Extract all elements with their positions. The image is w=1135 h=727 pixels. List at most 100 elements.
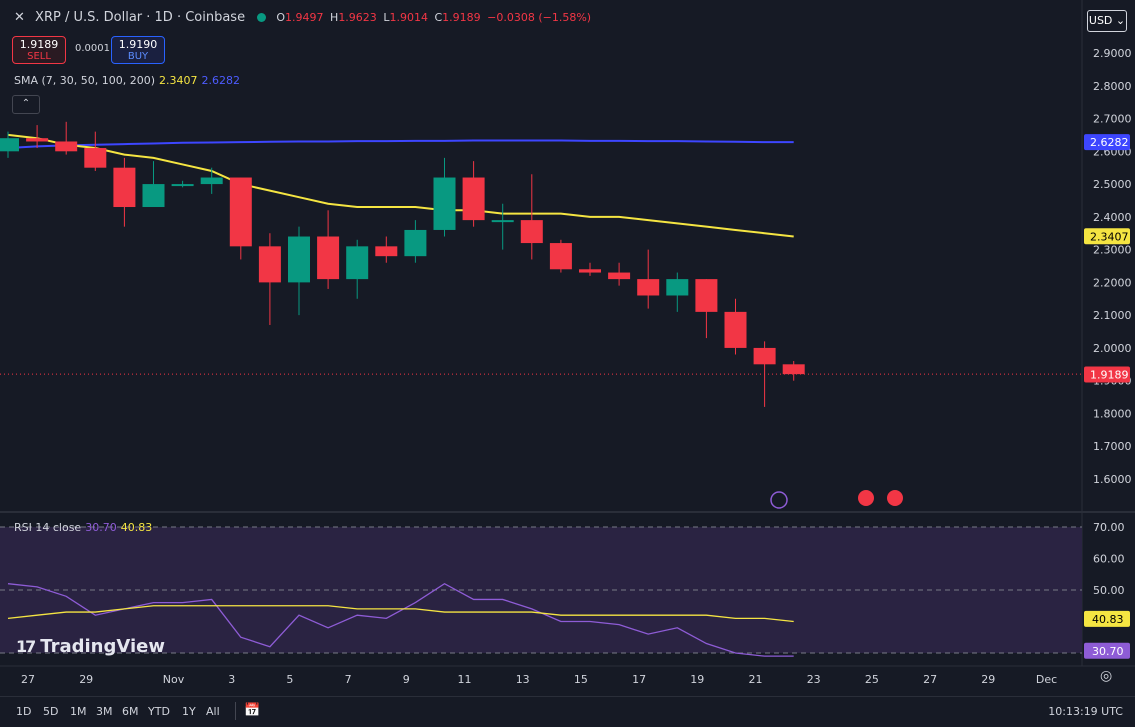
candle-body [637,279,660,296]
close-icon[interactable]: ✕ [14,10,25,25]
timeframe-3m[interactable]: 3M [96,705,113,718]
timeframe-5d[interactable]: 5D [43,705,59,718]
candle-body [55,141,78,152]
tradingview-logo-icon: 17 [16,637,36,656]
price-tick-label: 2.2000 [1093,276,1132,289]
time-tick-label: 3 [228,673,235,686]
collapse-legend-button[interactable]: ⌃ [12,95,40,114]
time-tick-label: 29 [981,673,995,686]
candle-body [753,347,776,365]
lightning-event-icon [770,491,788,509]
price-tick-label: 2.5000 [1093,178,1132,191]
rsi-ma-line [7,605,794,623]
market-status-icon [257,13,267,22]
sma-fast-line [7,133,794,238]
candle [433,157,456,237]
candle-body [549,243,572,270]
candle-body [404,229,427,257]
time-tick-label: 13 [516,673,530,686]
price-tick-label: 1.7000 [1093,440,1132,453]
candle [55,121,78,155]
time-tick-label: 9 [403,673,410,686]
candle-body [84,148,107,168]
timeframe-1m[interactable]: 1M [70,705,87,718]
ohlc-values: O1.9497 H1.9623 L1.9014 C1.9189 −0.0308 … [276,11,592,24]
price-tick-label: 2.1000 [1093,309,1132,322]
candle-body [113,167,136,208]
rsi-line [7,582,794,657]
candle-body [317,236,340,280]
spread-value: 0.0001 [75,43,110,54]
candle-body [666,279,689,296]
price-axis-badge [1084,366,1130,383]
candle [491,203,514,250]
candle [579,262,601,276]
calendar-icon[interactable]: 📅 [244,703,261,718]
candle [142,161,165,208]
currency-selector[interactable]: USD ⌄ [1087,10,1127,32]
time-tick-label: 15 [574,673,588,686]
us-flag-event-icon [858,490,874,506]
candle [0,131,19,158]
candle-body [346,246,369,280]
buy-button[interactable]: 1.9190 BUY [111,36,165,64]
candle [695,279,718,339]
symbol-title[interactable]: XRP / U.S. Dollar · 1D · Coinbase [35,10,246,25]
tradingview-logo[interactable]: 17 TradingView [16,636,165,657]
sell-button[interactable]: 1.9189 SELL [12,36,66,64]
price-tick-label: 1.8000 [1093,407,1132,420]
time-tick-label: Dec [1036,673,1057,686]
candle-body [171,184,194,187]
candle [782,361,805,381]
candle [258,233,281,325]
time-tick-label: 17 [632,673,646,686]
timeframe-all[interactable]: All [206,705,220,718]
us-flag-event-icon [887,490,903,506]
candle-body [26,138,49,142]
timeframe-6m[interactable]: 6M [122,705,139,718]
bottom-toolbar: 1D 5D 1M 3M 6M YTD 1Y All 📅 10:13:19 UTC [0,696,1135,727]
candle-body [258,246,281,283]
rsi-tick-label: 60.00 [1093,553,1125,566]
timeframe-ytd[interactable]: YTD [148,705,170,718]
time-tick-label: 25 [865,673,879,686]
candle [288,226,310,316]
timeframe-1d[interactable]: 1D [16,705,32,718]
price-tick-label: 2.0000 [1093,342,1132,355]
time-tick-label: 21 [749,673,763,686]
timeframe-1y[interactable]: 1Y [182,705,196,718]
price-tick-label: 2.7000 [1093,113,1132,126]
candle-body [520,220,543,244]
candle-body [375,246,398,257]
time-tick-label: 7 [345,673,352,686]
time-tick-label: 5 [286,673,293,686]
candle-body [462,177,485,221]
time-tick-label: Nov [163,673,185,686]
rsi-axis-badge-text: 40.83 [1092,613,1124,626]
candle [724,298,747,355]
rsi-legend[interactable]: RSI 14 close 30.70 40.83 [14,521,153,534]
candle-body [433,177,456,230]
utc-clock[interactable]: 10:13:19 UTC [1048,705,1123,718]
price-axis-badge [1084,134,1130,151]
candle [666,272,689,312]
candle [549,239,572,273]
settings-icon[interactable]: ◎ [1100,668,1113,684]
candle-body [695,279,718,312]
time-tick-label: 29 [79,673,93,686]
candle-body [142,184,165,208]
rsi-tick-label: 70.00 [1093,521,1125,534]
rsi-axis-badge [1084,642,1130,659]
price-chart[interactable]: 2.90002.80002.70002.60002.50002.40002.30… [0,0,1135,696]
candle [113,157,136,227]
sma-legend[interactable]: SMA (7, 30, 50, 100, 200) 2.3407 2.6282 [14,74,241,87]
time-tick-label: 27 [21,673,35,686]
candle-body [608,272,631,280]
price-tick-label: 2.4000 [1093,211,1132,224]
candle [753,341,776,407]
candle [200,167,223,194]
price-tick-label: 1.6000 [1093,473,1132,486]
candle-body [229,177,252,247]
price-axis-badge [1084,228,1130,245]
price-axis-badge-text: 2.6282 [1090,136,1129,149]
